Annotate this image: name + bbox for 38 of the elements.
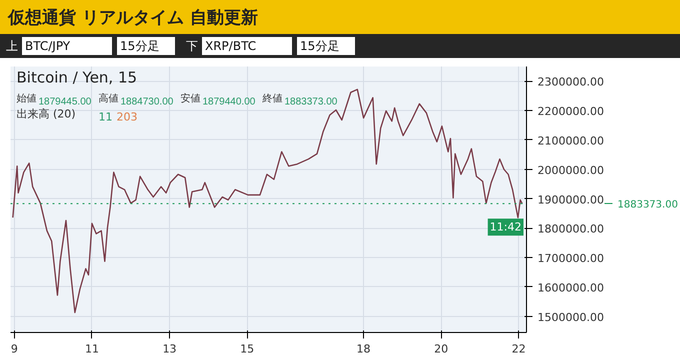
x-tick-label: 22 <box>512 342 526 356</box>
annotation: 終値 <box>262 92 282 104</box>
y-tick-label: 1900000.00 <box>538 193 604 206</box>
text: 上 <box>6 39 18 53</box>
annotation: 安値 <box>180 92 200 104</box>
y-tick-label: 2100000.00 <box>538 134 604 148</box>
x-tick-label: 18 <box>356 342 371 356</box>
chart-title: 仮想通貨 リアルタイム 自動更新 <box>8 7 258 30</box>
annotation: 出来高 (20) <box>16 108 76 120</box>
text: 15分足 <box>117 37 175 55</box>
x-tick-label: 13 <box>162 342 177 356</box>
text: XRP/BTC <box>202 37 292 55</box>
annotation: 1883373.00 <box>284 96 338 108</box>
annotation: 1884730.00 <box>120 96 174 108</box>
x-tick-label: 9 <box>10 342 18 356</box>
ref-line-label: 1883373.00 <box>618 200 678 211</box>
y-tick-label: 2300000.00 <box>538 76 604 89</box>
annotation: 203 <box>116 110 138 124</box>
x-tick-label: 11 <box>84 342 99 356</box>
annotation: 1879440.00 <box>202 96 256 108</box>
annotation: 始値 <box>16 92 36 104</box>
annotation: 1879445.00 <box>38 96 92 108</box>
annotation: 高値 <box>98 92 118 104</box>
y-tick-label: 1500000.00 <box>538 310 604 324</box>
chart-subtitle: Bitcoin / Yen, 15 <box>16 68 138 86</box>
text: 15分足 <box>297 37 355 55</box>
y-tick-label: 1600000.00 <box>538 281 604 294</box>
y-tick-label: 2200000.00 <box>538 105 604 118</box>
annotation: 11:42 <box>490 220 522 234</box>
y-tick-label: 1700000.00 <box>538 252 604 266</box>
text: 下 <box>186 39 198 53</box>
y-tick-label: 2000000.00 <box>538 164 604 177</box>
annotation: 11 <box>98 110 112 124</box>
y-tick-label: 1800000.00 <box>538 222 604 236</box>
line-series <box>12 88 523 314</box>
x-tick-label: 20 <box>434 342 448 356</box>
x-tick-label: 15 <box>240 342 254 356</box>
text: BTC/JPY <box>22 37 112 55</box>
